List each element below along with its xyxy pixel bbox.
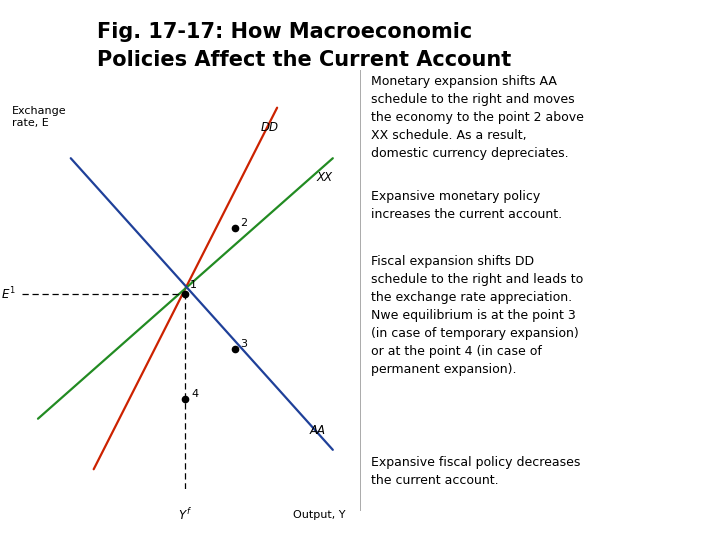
Text: Expansive fiscal policy decreases
the current account.: Expansive fiscal policy decreases the cu… (371, 456, 580, 487)
Text: 4: 4 (192, 389, 199, 399)
Text: DD: DD (261, 120, 279, 133)
Text: XX: XX (317, 171, 333, 184)
Text: Fiscal expansion shifts DD
schedule to the right and leads to
the exchange rate : Fiscal expansion shifts DD schedule to t… (371, 255, 583, 376)
Text: Copyright ©2015 Pearson Education, Inc. All rights reserved.: Copyright ©2015 Pearson Education, Inc. … (11, 521, 330, 531)
Text: 2: 2 (240, 218, 248, 228)
Text: AA: AA (310, 424, 326, 437)
Text: 17-41: 17-41 (679, 521, 709, 531)
Text: Fig. 17-17: How Macroeconomic: Fig. 17-17: How Macroeconomic (97, 22, 472, 42)
Text: Expansive monetary policy
increases the current account.: Expansive monetary policy increases the … (371, 190, 562, 221)
Text: $E^1$: $E^1$ (1, 286, 16, 302)
Text: $Y^f$: $Y^f$ (179, 508, 192, 523)
Text: Monetary expansion shifts AA
schedule to the right and moves
the economy to the : Monetary expansion shifts AA schedule to… (371, 75, 584, 159)
Text: 3: 3 (240, 339, 248, 349)
Text: 1: 1 (190, 280, 197, 289)
Text: Output, Y: Output, Y (294, 510, 346, 520)
Text: $: $ (17, 6, 55, 60)
Text: Policies Affect the Current Account: Policies Affect the Current Account (97, 50, 511, 70)
Text: Exchange
rate, E: Exchange rate, E (12, 106, 66, 128)
